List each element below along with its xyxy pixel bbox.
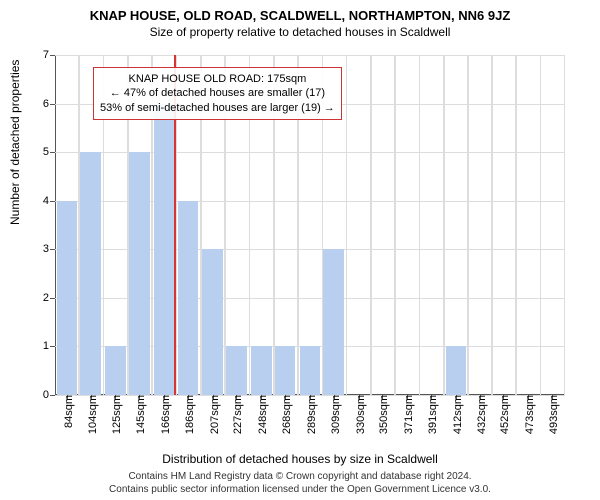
- xtick-label: 289sqm: [302, 395, 318, 434]
- plot-rect: 0123456784sqm104sqm125sqm145sqm166sqm186…: [55, 55, 565, 395]
- histogram-bar: [323, 249, 344, 395]
- x-axis-title: Distribution of detached houses by size …: [0, 452, 600, 466]
- xtick-label: 391sqm: [423, 395, 439, 434]
- ytick-label: 4: [43, 195, 55, 207]
- caption-line-1: Contains HM Land Registry data © Crown c…: [0, 471, 600, 484]
- xtick-label: 248sqm: [253, 395, 269, 434]
- info-box-line-1: KNAP HOUSE OLD ROAD: 175sqm: [100, 72, 335, 86]
- chart-plot-area: 0123456784sqm104sqm125sqm145sqm166sqm186…: [55, 55, 565, 395]
- histogram-bar: [226, 346, 247, 395]
- ytick-label: 7: [43, 49, 55, 61]
- histogram-bar: [154, 104, 175, 395]
- histogram-bar: [251, 346, 272, 395]
- xtick-label: 309sqm: [326, 395, 342, 434]
- gridline-v: [444, 55, 445, 395]
- xtick-label: 227sqm: [228, 395, 244, 434]
- xtick-label: 186sqm: [180, 395, 196, 434]
- histogram-bar: [275, 346, 296, 395]
- gridline-v: [564, 55, 565, 395]
- chart-title-main: KNAP HOUSE, OLD ROAD, SCALDWELL, NORTHAM…: [0, 0, 600, 23]
- xtick-label: 412sqm: [448, 395, 464, 434]
- ytick-label: 6: [43, 98, 55, 110]
- ytick-label: 2: [43, 292, 55, 304]
- xtick-label: 452sqm: [495, 395, 511, 434]
- xtick-label: 371sqm: [399, 395, 415, 434]
- gridline-v: [516, 55, 517, 395]
- xtick-label: 145sqm: [131, 395, 147, 434]
- gridline-v: [346, 55, 347, 395]
- ytick-label: 3: [43, 243, 55, 255]
- info-box-line-2: ← 47% of detached houses are smaller (17…: [100, 86, 335, 100]
- xtick-label: 84sqm: [59, 395, 75, 428]
- gridline-v: [491, 55, 492, 395]
- xtick-label: 473sqm: [520, 395, 536, 434]
- histogram-bar: [105, 346, 126, 395]
- caption-line-2: Contains public sector information licen…: [0, 484, 600, 497]
- gridline-v: [540, 55, 541, 395]
- xtick-label: 432sqm: [472, 395, 488, 434]
- histogram-bar: [300, 346, 321, 395]
- info-box: KNAP HOUSE OLD ROAD: 175sqm← 47% of deta…: [93, 67, 342, 120]
- caption: Contains HM Land Registry data © Crown c…: [0, 471, 600, 496]
- xtick-label: 493sqm: [544, 395, 560, 434]
- histogram-bar: [57, 201, 78, 395]
- ytick-label: 1: [43, 340, 55, 352]
- xtick-label: 104sqm: [83, 395, 99, 434]
- xtick-label: 330sqm: [351, 395, 367, 434]
- chart-title-sub: Size of property relative to detached ho…: [0, 23, 600, 39]
- xtick-label: 166sqm: [156, 395, 172, 434]
- histogram-bar: [129, 152, 150, 395]
- ytick-label: 0: [43, 389, 55, 401]
- gridline-v: [467, 55, 468, 395]
- gridline-v: [370, 55, 371, 395]
- gridline-v: [419, 55, 420, 395]
- xtick-label: 207sqm: [205, 395, 221, 434]
- histogram-bar: [446, 346, 467, 395]
- histogram-bar: [80, 152, 101, 395]
- xtick-label: 268sqm: [277, 395, 293, 434]
- ytick-label: 5: [43, 146, 55, 158]
- info-box-line-3: 53% of semi-detached houses are larger (…: [100, 101, 335, 115]
- xtick-label: 350sqm: [374, 395, 390, 434]
- gridline-h: [55, 55, 565, 56]
- xtick-label: 125sqm: [107, 395, 123, 434]
- histogram-bar: [202, 249, 223, 395]
- gridline-v: [395, 55, 396, 395]
- y-axis-title: Number of detached properties: [8, 60, 22, 225]
- histogram-bar: [178, 201, 199, 395]
